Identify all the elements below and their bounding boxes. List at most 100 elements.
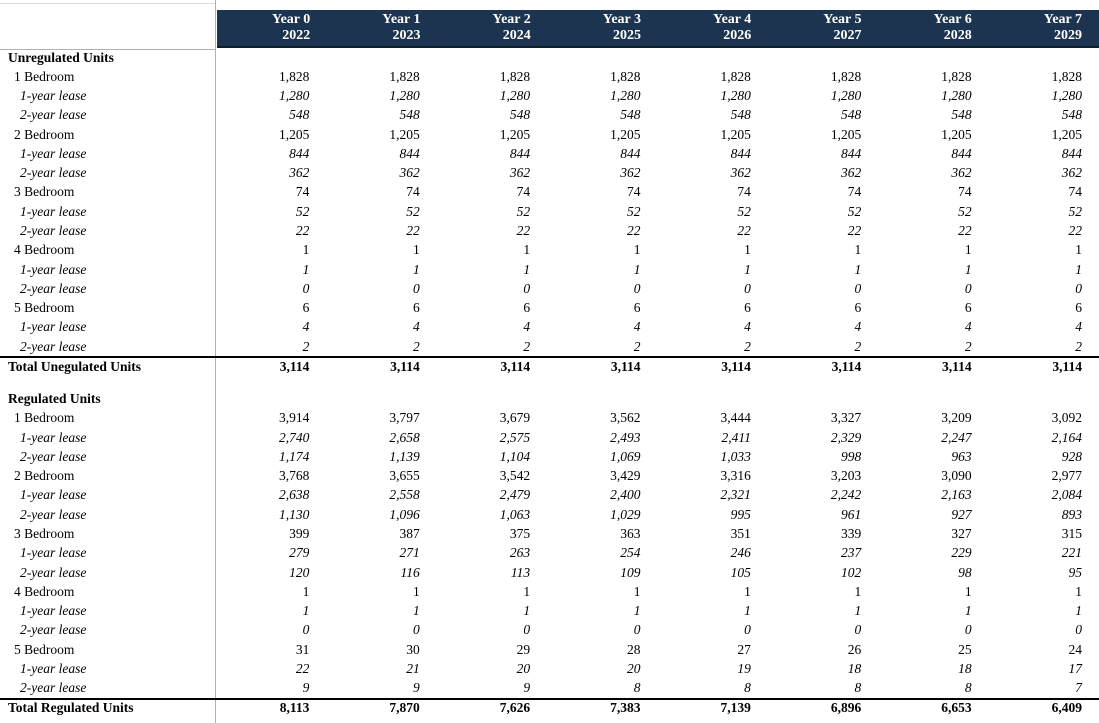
value-cell: 24 bbox=[1068, 641, 1083, 657]
value-cell: 548 bbox=[399, 107, 420, 123]
value-cell: 2,658 bbox=[389, 429, 420, 445]
value-cell: 3,327 bbox=[830, 410, 862, 426]
value-cell: 2 bbox=[413, 338, 420, 354]
value-cell: 1,280 bbox=[1051, 88, 1082, 104]
value-cell: 998 bbox=[841, 448, 862, 464]
year-value: 2023 bbox=[392, 28, 421, 43]
category-row: 3 Bedroom 74 74 74 74 74 74 74 74 bbox=[0, 183, 1099, 202]
value-cell: 0 bbox=[854, 280, 862, 296]
category-row: 5 Bedroom 6 6 6 6 6 6 6 6 bbox=[0, 298, 1099, 317]
value-cell: 26 bbox=[847, 641, 862, 657]
value-cell: 0 bbox=[854, 622, 862, 638]
value-cell: 4 bbox=[744, 319, 751, 335]
row-label: Total Regulated Units bbox=[8, 700, 134, 716]
value-cell: 844 bbox=[399, 145, 420, 161]
value-cell: 22 bbox=[1068, 223, 1083, 239]
row-label: Total Unegulated Units bbox=[8, 358, 142, 374]
value-cell: 8,113 bbox=[279, 700, 310, 716]
value-cell: 2 bbox=[1075, 338, 1082, 354]
value-cell: 362 bbox=[951, 165, 972, 181]
value-cell: 548 bbox=[951, 107, 972, 123]
value-cell: 0 bbox=[523, 280, 531, 296]
value-cell: 0 bbox=[633, 622, 641, 638]
value-cell: 3,209 bbox=[941, 410, 972, 426]
row-label: 5 Bedroom bbox=[14, 641, 75, 657]
value-cell: 3,914 bbox=[279, 410, 310, 426]
value-cell: 3,092 bbox=[1051, 410, 1082, 426]
value-cell: 7,383 bbox=[610, 700, 641, 716]
row-label: 1-year lease bbox=[20, 261, 87, 277]
value-cell: 22 bbox=[295, 660, 310, 676]
value-cell: 1,205 bbox=[941, 126, 972, 142]
value-cell: 8 bbox=[744, 680, 751, 696]
value-cell: 1 bbox=[964, 603, 972, 619]
value-cell: 1 bbox=[854, 603, 862, 619]
value-cell: 74 bbox=[406, 184, 420, 200]
value-cell: 1,205 bbox=[830, 126, 862, 142]
year-value: 2028 bbox=[943, 28, 972, 43]
value-cell: 1,828 bbox=[720, 68, 751, 84]
value-cell: 548 bbox=[620, 107, 641, 123]
lease-row: 1-year lease 2,638 2,558 2,479 2,400 2,321 2,2… bbox=[0, 486, 1099, 505]
value-cell: 2,247 bbox=[941, 429, 972, 445]
value-cell: 3,655 bbox=[389, 468, 420, 484]
value-cell: 2,638 bbox=[279, 487, 310, 503]
value-cell: 7,626 bbox=[499, 700, 531, 716]
value-cell: 3,090 bbox=[941, 468, 972, 484]
value-cell: 7,870 bbox=[389, 700, 420, 716]
value-cell: 29 bbox=[516, 641, 531, 657]
year-column-header: Year 7 2029 bbox=[989, 10, 1099, 46]
value-cell: 4 bbox=[1075, 319, 1082, 335]
value-cell: 1 bbox=[744, 583, 751, 599]
value-cell: 1 bbox=[523, 242, 531, 258]
value-cell: 2,977 bbox=[1051, 468, 1082, 484]
value-cell: 1 bbox=[964, 261, 972, 277]
value-cell: 362 bbox=[841, 165, 862, 181]
lease-row: 2-year lease 1,130 1,096 1,063 1,029 995 961 92… bbox=[0, 505, 1099, 524]
value-cell: 6 bbox=[413, 300, 420, 316]
value-cell: 0 bbox=[302, 280, 310, 296]
lease-row: 2-year lease 120 116 113 109 105 102 98 95 bbox=[0, 563, 1099, 582]
year-value: 2025 bbox=[613, 28, 641, 43]
category-row: 4 Bedroom 1 1 1 1 1 1 1 1 bbox=[0, 241, 1099, 260]
value-cell: 3,114 bbox=[1052, 358, 1082, 374]
value-cell: 74 bbox=[627, 184, 641, 200]
row-label: 2-year lease bbox=[20, 280, 87, 296]
lease-row: 1-year lease 22 21 20 20 19 18 18 17 bbox=[0, 659, 1099, 678]
value-cell: 387 bbox=[399, 526, 420, 541]
value-cell: 0 bbox=[744, 622, 751, 638]
value-cell: 1,029 bbox=[610, 506, 641, 522]
row-label: 1-year lease bbox=[20, 545, 87, 561]
value-cell: 109 bbox=[620, 564, 641, 580]
value-cell: 18 bbox=[958, 660, 972, 676]
value-cell: 2,740 bbox=[279, 429, 310, 445]
value-cell: 362 bbox=[730, 165, 751, 181]
value-cell: 362 bbox=[509, 165, 531, 181]
value-cell: 1,828 bbox=[941, 68, 972, 84]
value-cell: 1,205 bbox=[499, 126, 531, 142]
value-cell: 2,084 bbox=[1051, 487, 1082, 503]
year-value: 2029 bbox=[1054, 28, 1082, 43]
value-cell: 22 bbox=[516, 223, 531, 239]
value-cell: 2 bbox=[964, 338, 972, 354]
value-cell: 1,828 bbox=[610, 68, 641, 84]
value-cell: 3,768 bbox=[279, 468, 310, 484]
value-cell: 27 bbox=[737, 641, 751, 657]
value-cell: 4 bbox=[523, 319, 531, 335]
value-cell: 246 bbox=[730, 545, 751, 561]
label-column-gridline bbox=[215, 0, 216, 723]
value-cell: 2,242 bbox=[830, 487, 862, 503]
value-cell: 113 bbox=[510, 564, 531, 580]
value-cell: 2,558 bbox=[389, 487, 420, 503]
year-label: Year 3 bbox=[602, 12, 641, 27]
value-cell: 19 bbox=[737, 660, 751, 676]
value-cell: 0 bbox=[302, 622, 310, 638]
value-cell: 1,069 bbox=[610, 448, 641, 464]
value-cell: 548 bbox=[289, 107, 310, 123]
value-cell: 229 bbox=[951, 545, 972, 561]
value-cell: 4 bbox=[854, 319, 862, 335]
value-cell: 1,280 bbox=[941, 88, 972, 104]
value-cell: 0 bbox=[964, 280, 972, 296]
value-cell: 1 bbox=[1075, 603, 1082, 619]
